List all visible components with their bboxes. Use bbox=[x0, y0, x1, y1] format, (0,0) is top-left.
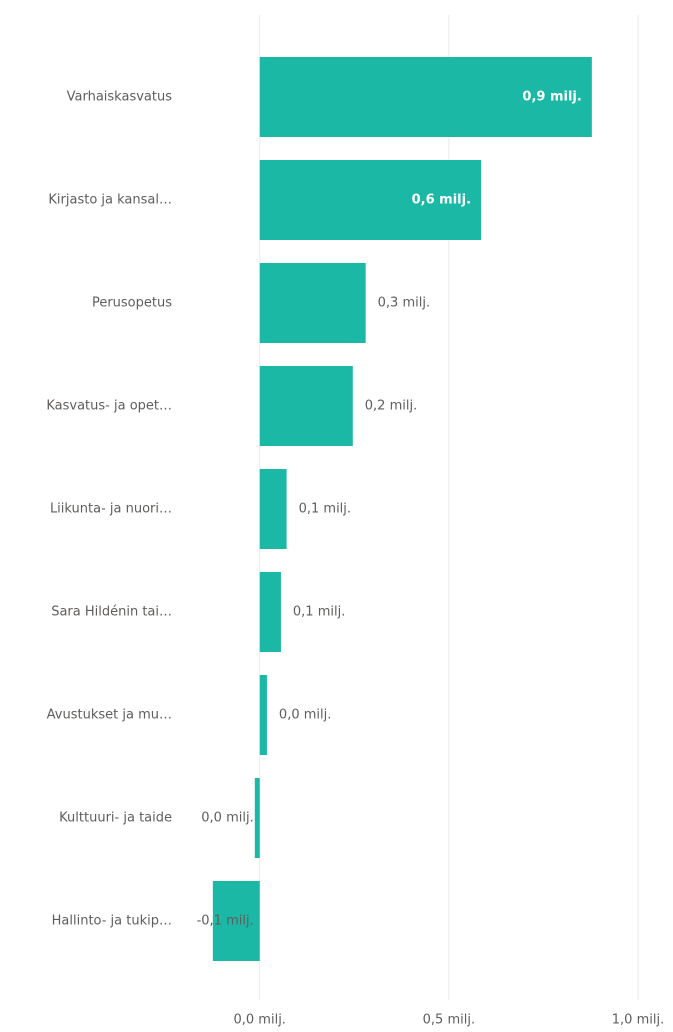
category-label: Kulttuuri- ja taide bbox=[59, 811, 172, 826]
category-label: Sara Hildénin tai… bbox=[51, 605, 172, 620]
data-label: 0,1 milj. bbox=[299, 502, 351, 517]
x-tick-label: 1,0 milj. bbox=[612, 1013, 664, 1028]
bar bbox=[259, 675, 267, 755]
data-label: -0,1 milj. bbox=[197, 914, 254, 929]
category-label: Perusopetus bbox=[92, 296, 172, 311]
bar bbox=[259, 160, 482, 240]
data-label: 0,2 milj. bbox=[365, 399, 417, 414]
bar bbox=[259, 57, 592, 137]
data-label: 0,0 milj. bbox=[201, 811, 253, 826]
data-label: 0,6 milj. bbox=[412, 193, 471, 208]
category-label: Kasvatus- ja opet… bbox=[46, 399, 172, 414]
data-label: 0,3 milj. bbox=[378, 296, 430, 311]
category-label: Liikunta- ja nuori… bbox=[50, 502, 172, 517]
category-label: Hallinto- ja tukip… bbox=[52, 914, 172, 929]
data-label: 0,0 milj. bbox=[279, 708, 331, 723]
bar bbox=[259, 366, 353, 446]
category-label: Avustukset ja mu… bbox=[47, 708, 172, 723]
bar bbox=[259, 263, 366, 343]
x-tick-label: 0,5 milj. bbox=[423, 1013, 475, 1028]
category-label: Kirjasto ja kansal… bbox=[48, 193, 172, 208]
category-label: Varhaiskasvatus bbox=[67, 90, 173, 105]
x-tick-label: 0,0 milj. bbox=[234, 1013, 286, 1028]
bar bbox=[254, 778, 260, 858]
bar bbox=[259, 572, 281, 652]
bar bbox=[259, 469, 287, 549]
data-label: 0,9 milj. bbox=[522, 90, 581, 105]
data-label: 0,1 milj. bbox=[293, 605, 345, 620]
bar bbox=[212, 881, 260, 961]
